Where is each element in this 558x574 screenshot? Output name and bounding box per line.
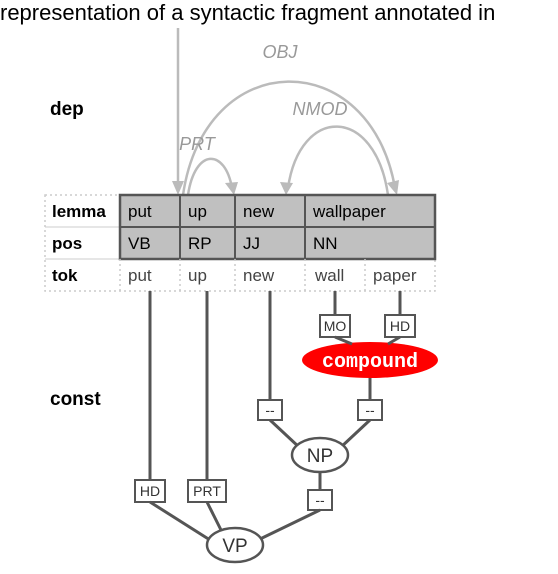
- lemma-0: put: [128, 202, 152, 221]
- svg-text:PRT: PRT: [179, 134, 217, 154]
- svg-text:OBJ: OBJ: [262, 42, 298, 62]
- svg-text:HD: HD: [390, 318, 410, 334]
- const-tree: MO HD compound -- -- NP -- HD PRT: [135, 291, 438, 562]
- svg-text:HD: HD: [140, 483, 160, 499]
- dep-arc-nmod: NMOD: [280, 99, 388, 195]
- tok-2: new: [243, 266, 275, 285]
- annotation-table: lemma pos tok put up new wallpaper VB RP…: [45, 195, 435, 291]
- dep-root-arrow: [172, 28, 184, 195]
- syntax-diagram: OBJ NMOD PRT dep lemm: [0, 0, 558, 574]
- row-label-lemma: lemma: [52, 202, 106, 221]
- lemma-3: wallpaper: [312, 202, 386, 221]
- svg-text:--: --: [315, 492, 325, 508]
- svg-text:compound: compound: [322, 351, 418, 374]
- svg-text:NMOD: NMOD: [293, 99, 348, 119]
- svg-text:NP: NP: [307, 446, 333, 467]
- pos-1: RP: [188, 234, 212, 253]
- dep-arc-prt: PRT: [179, 134, 238, 195]
- lemma-2: new: [243, 202, 275, 221]
- section-label-dep: dep: [50, 99, 84, 120]
- pos-2: JJ: [243, 234, 260, 253]
- svg-text:MO: MO: [324, 318, 347, 334]
- pos-3: NN: [313, 234, 338, 253]
- svg-text:VP: VP: [222, 536, 247, 557]
- svg-text:PRT: PRT: [193, 483, 221, 499]
- pos-0: VB: [128, 234, 151, 253]
- tok-3: wall: [314, 266, 344, 285]
- svg-text:--: --: [365, 402, 375, 418]
- row-label-pos: pos: [52, 234, 82, 253]
- section-label-const: const: [50, 389, 101, 410]
- tok-1: up: [188, 266, 207, 285]
- tok-4: paper: [373, 266, 417, 285]
- row-label-tok: tok: [52, 266, 78, 285]
- lemma-1: up: [188, 202, 207, 221]
- svg-text:--: --: [265, 402, 275, 418]
- tok-0: put: [128, 266, 152, 285]
